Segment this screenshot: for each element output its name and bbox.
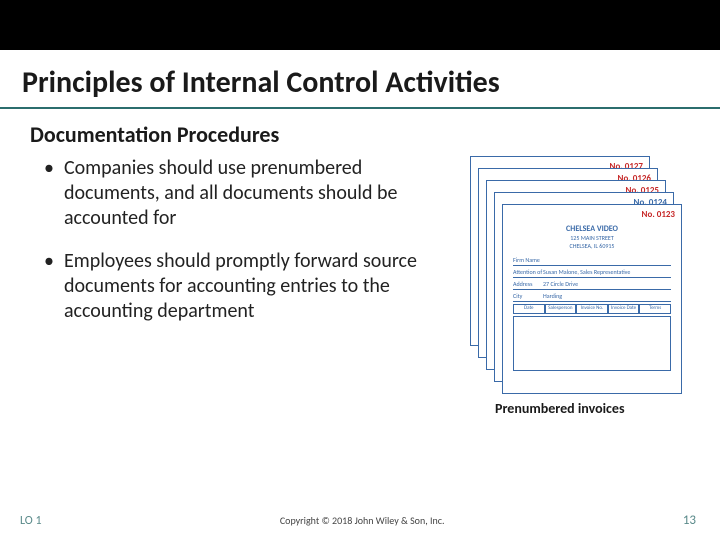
- doc-field-line: Address 27 Circle Drive: [513, 280, 671, 290]
- doc-cell: Invoice No.: [576, 304, 608, 314]
- content-area: • Companies should use prenumbered docum…: [0, 156, 720, 426]
- doc-cell: Invoice Date: [608, 304, 640, 314]
- bullet-text: Employees should promptly forward source…: [64, 249, 460, 324]
- doc-addr-line: CHELSEA, IL 60915: [570, 242, 615, 250]
- doc-field-label: Address: [513, 280, 543, 289]
- bullet-text: Companies should use prenumbered documen…: [64, 156, 460, 231]
- doc-address: 125 MAIN STREET CHELSEA, IL 60915: [509, 234, 675, 250]
- doc-field-line: Firm Name: [513, 256, 671, 266]
- illustration-caption: Prenumbered invoices: [495, 400, 625, 417]
- doc-field-label: Attention of: [513, 268, 543, 277]
- list-item: • Employees should promptly forward sour…: [30, 249, 460, 324]
- invoice-illustration: No. 0127 No. 0126 No. 0125 No. 0124 No. …: [470, 156, 700, 426]
- doc-field-label: City: [513, 292, 543, 301]
- doc-cell: Date: [513, 304, 545, 314]
- page-title: Principles of Internal Control Activitie…: [0, 50, 720, 109]
- bullet-marker: •: [44, 249, 54, 324]
- doc-cell: Salesperson: [545, 304, 577, 314]
- page-number: 13: [683, 513, 696, 528]
- list-item: • Companies should use prenumbered docum…: [30, 156, 460, 231]
- doc-field-line: Attention of Susan Malone, Sales Represe…: [513, 268, 671, 278]
- bullet-list: • Companies should use prenumbered docum…: [30, 156, 470, 426]
- top-bar: [0, 0, 720, 50]
- doc-number: No. 0123: [642, 209, 675, 220]
- copyright-text: Copyright © 2018 John Wiley & Son, Inc.: [42, 514, 683, 527]
- doc-field-value: Susan Malone, Sales Representative: [543, 268, 630, 277]
- doc-grid-header: Date Salesperson Invoice No. Invoice Dat…: [513, 304, 671, 314]
- doc-field-value: Harding: [543, 292, 562, 301]
- doc-addr-line: 125 MAIN STREET: [570, 234, 614, 242]
- doc-field-label: Firm Name: [513, 256, 543, 265]
- front-doc: No. 0123 CHELSEA VIDEO 125 MAIN STREET C…: [502, 204, 682, 394]
- learning-objective: LO 1: [20, 514, 42, 528]
- doc-field-line: City Harding: [513, 292, 671, 302]
- doc-cell: Terms: [639, 304, 671, 314]
- bullet-marker: •: [44, 156, 54, 231]
- slide-footer: LO 1 Copyright © 2018 John Wiley & Son, …: [0, 513, 720, 528]
- doc-field-value: 27 Circle Drive: [543, 280, 578, 289]
- section-subtitle: Documentation Procedures: [0, 117, 720, 156]
- doc-table-body: [513, 316, 671, 371]
- doc-company: CHELSEA VIDEO: [509, 225, 675, 234]
